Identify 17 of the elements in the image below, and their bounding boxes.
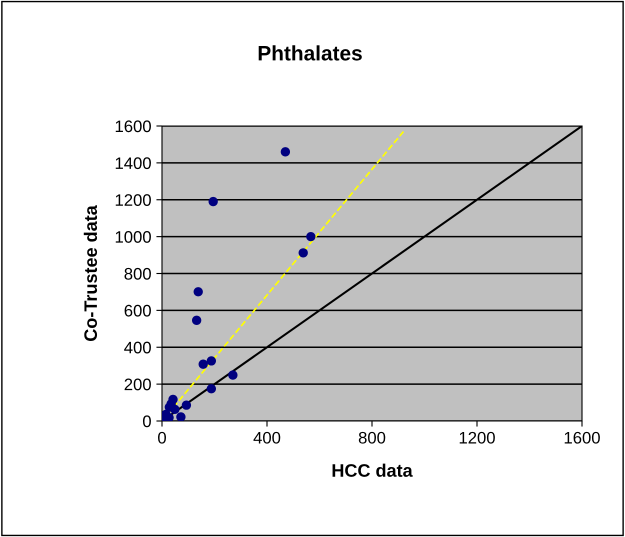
- y-tick-label: 1200: [116, 194, 151, 206]
- x-tick-label: 1200: [460, 432, 495, 444]
- chart-title: Phthalates: [258, 45, 362, 61]
- y-tick-label: 600: [124, 304, 151, 317]
- y-tick-label: 800: [124, 268, 151, 280]
- x-tick-label: 0: [158, 432, 166, 444]
- y-tick-label: 200: [124, 378, 151, 390]
- y-tick-label: 0: [142, 415, 151, 428]
- y-tick-label: 1600: [116, 120, 151, 132]
- y-tick-label: 1000: [116, 231, 151, 243]
- y-tick-label: 400: [124, 342, 151, 354]
- x-tick-label: 800: [358, 432, 386, 444]
- y-axis-title: Co-Trustee data: [84, 205, 98, 341]
- y-tick-label: 1400: [116, 157, 151, 170]
- x-tick-label: 1600: [564, 432, 600, 444]
- x-tick-label: 400: [253, 432, 280, 444]
- x-axis-title: HCC data: [332, 464, 413, 477]
